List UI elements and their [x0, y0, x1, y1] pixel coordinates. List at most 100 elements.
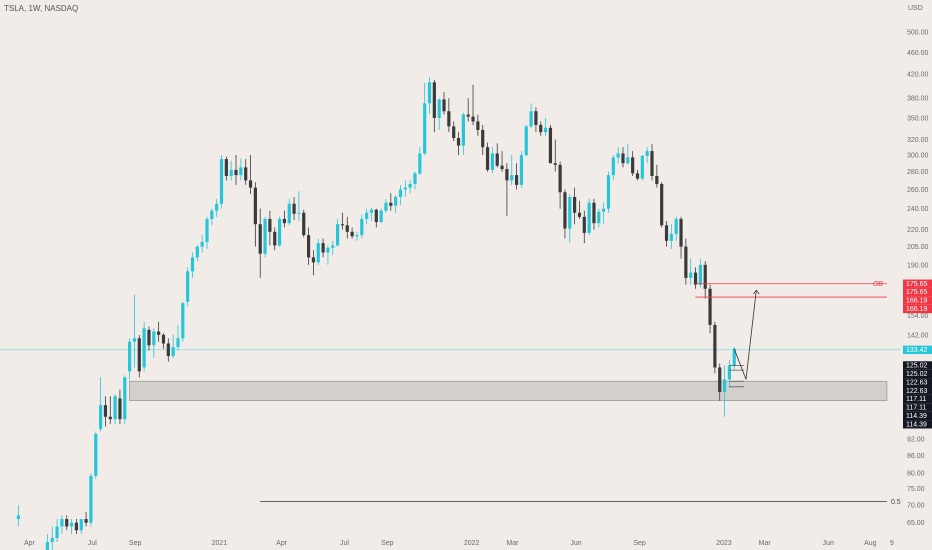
candle-body [374, 209, 378, 223]
price-tag [903, 345, 932, 355]
candle-body [297, 212, 301, 214]
y-tick-label: 280.00 [907, 169, 929, 176]
candle-body [442, 99, 446, 112]
candle-body [215, 203, 219, 211]
candle-body [398, 189, 403, 197]
x-tick-label: Jun [823, 540, 834, 547]
candle-body [365, 212, 369, 219]
candle-body [336, 224, 340, 246]
candle-body [181, 303, 185, 339]
price-tag [903, 420, 932, 429]
x-tick-label: 2022 [464, 540, 480, 547]
candle-body [137, 338, 141, 372]
candle-body [456, 138, 461, 146]
y-tick-label: 92.00 [907, 437, 925, 444]
price-tag-text: 117.11 [906, 396, 926, 403]
y-tick-label: 70.00 [907, 502, 925, 509]
candle-body [650, 151, 654, 176]
candle-body [476, 121, 480, 130]
candle-body [573, 196, 577, 213]
y-tick-label: 86.00 [907, 453, 925, 460]
y-tick-label: 240.00 [907, 206, 929, 213]
candle-body [640, 155, 644, 179]
candle-body [74, 522, 79, 531]
candle-body [427, 82, 432, 104]
x-tick-label: 2021 [212, 540, 228, 547]
candle-body [394, 196, 398, 206]
price-tag [903, 361, 932, 370]
candle-body [500, 165, 504, 170]
candle-body [519, 155, 524, 185]
candle-body [79, 519, 83, 531]
price-tag [903, 378, 932, 387]
price-tag-text: 166.19 [906, 306, 928, 313]
candle-body [282, 218, 286, 224]
candle-body [50, 538, 54, 542]
candle-body [321, 243, 325, 253]
candle-body [65, 519, 69, 527]
y-tick-label: 205.00 [907, 244, 929, 251]
candle-body [234, 169, 238, 176]
candle-body [423, 103, 427, 154]
price-tag-text: 125.02 [906, 371, 928, 378]
price-tag-text: 125.02 [906, 363, 928, 370]
candle-body [195, 246, 199, 258]
candle-body [229, 169, 233, 176]
x-tick-label: 9 [890, 540, 894, 547]
candle-body [311, 257, 316, 263]
candle-body [369, 209, 374, 213]
candle-body [277, 218, 282, 246]
y-tick-label: 380.00 [907, 96, 929, 103]
candle-body [224, 159, 228, 176]
price-tag [903, 279, 932, 288]
candle-body [718, 367, 722, 392]
candle-body [548, 127, 553, 164]
price-tag-text: 175.65 [906, 289, 928, 296]
candle-body [200, 241, 204, 247]
y-tick-label: 190.00 [907, 262, 929, 269]
candle-body [466, 114, 470, 117]
y-tick-label: 75.00 [907, 486, 925, 493]
candle-body [408, 183, 412, 188]
x-tick-label: 2023 [716, 540, 732, 547]
candle-body [664, 225, 669, 241]
x-tick-label: Apr [276, 540, 288, 547]
candle-body [437, 99, 441, 118]
price-tag-text: 175.65 [906, 281, 928, 288]
candle-body [350, 231, 354, 237]
candle-body [98, 405, 103, 429]
grid-area: OB 0.5 [0, 77, 901, 550]
candle-body [452, 126, 456, 139]
x-tick-label: Jul [88, 540, 97, 547]
price-tag [903, 403, 932, 412]
x-axis[interactable]: Apr Jul Sep 2021 Apr Jul Sep 2022 Mar Jun Sep 2023 M… [24, 540, 894, 547]
zones-layer [0, 349, 900, 401]
candle-body [674, 218, 678, 235]
candle-body [118, 398, 122, 420]
candle-body [539, 124, 543, 133]
candle-body [722, 379, 727, 392]
y-axis[interactable]: 500.00 460.00 420.00 380.00 350.00 320.00 300.… [907, 30, 929, 527]
candle-body [161, 334, 166, 344]
candle-body [413, 173, 417, 184]
candle-body [606, 175, 611, 209]
x-tick-label: Sep [381, 540, 394, 547]
candle-body [592, 202, 596, 224]
candle-body [258, 224, 262, 254]
candle-body [582, 216, 586, 233]
candle-body [248, 180, 253, 188]
price-tag [903, 287, 932, 297]
y-tick-label: 80.00 [907, 470, 925, 477]
candle-body [94, 434, 98, 476]
y-tick-label: 154.00 [907, 313, 929, 320]
candle-body [660, 183, 664, 226]
candle-body [534, 111, 538, 125]
y-tick-label: 300.00 [907, 153, 929, 160]
y-tick-label: 320.00 [907, 137, 929, 144]
price-tag [903, 411, 932, 421]
projection-arrow [753, 289, 760, 295]
candle-body [626, 157, 630, 164]
candle-body [205, 218, 209, 242]
candle-body [577, 212, 582, 217]
